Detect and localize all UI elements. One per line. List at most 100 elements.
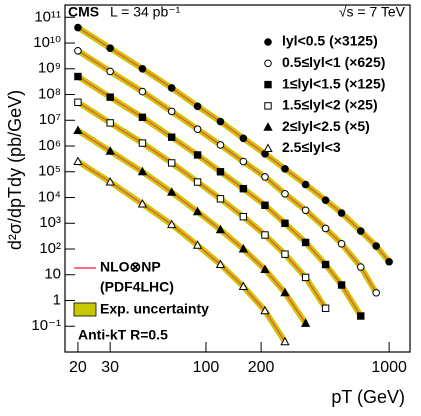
data-point (239, 184, 248, 193)
data-point (216, 168, 225, 176)
data-point (138, 87, 147, 96)
data-point (337, 239, 346, 248)
legend-theory-label: (PDF4LHC) (100, 279, 174, 295)
data-point (281, 165, 289, 173)
data-point (74, 72, 82, 81)
legend-marker (264, 80, 272, 89)
x-tick-label: 1000 (371, 359, 407, 376)
data-point (301, 180, 310, 189)
y-tick-label: 10⁵ (38, 163, 61, 180)
data-point (337, 281, 346, 289)
x-tick-label: 30 (101, 359, 119, 376)
data-point (260, 305, 270, 315)
data-point (239, 134, 248, 143)
data-point (138, 64, 147, 73)
data-point (193, 151, 202, 159)
data-point (216, 141, 225, 149)
legend-marker (264, 59, 272, 68)
data-point (215, 224, 226, 234)
data-point (301, 273, 310, 282)
data-point (357, 312, 365, 320)
data-point (280, 336, 290, 346)
data-point (337, 209, 346, 217)
data-point (73, 156, 83, 166)
data-point (105, 146, 115, 155)
y-tick-label: 10⁴ (38, 188, 61, 205)
energy: √s = 7 TeV (339, 4, 406, 20)
y-tick-label: 10³ (39, 214, 61, 231)
data-point (106, 44, 114, 52)
data-point (301, 238, 310, 247)
theory-curve (77, 130, 307, 324)
x-tick-label: 20 (69, 359, 87, 376)
data-point (215, 259, 226, 269)
data-point (192, 206, 203, 216)
data-point (301, 206, 310, 215)
data-point (239, 212, 248, 221)
data-point (238, 243, 248, 253)
data-point (321, 196, 330, 204)
luminosity: L = 34 pb⁻¹ (110, 4, 181, 20)
data-point (300, 318, 311, 327)
y-axis-label: d²σ/dpTdy (pb/GeV) (5, 90, 25, 250)
data-point (167, 84, 176, 92)
data-point (106, 67, 114, 76)
x-tick-label: 200 (248, 359, 275, 376)
data-point (281, 189, 289, 198)
data-point (238, 281, 248, 290)
data-point (372, 242, 381, 250)
y-tick-label: 10¹¹ (34, 8, 61, 25)
data-point (138, 113, 147, 122)
data-point (74, 46, 82, 55)
data-point (281, 219, 289, 227)
data-point (106, 119, 114, 127)
data-point (192, 240, 203, 249)
y-tick-label: 10⁷ (39, 111, 61, 128)
y-tick-label: 10⁹ (38, 60, 61, 77)
data-point (385, 257, 393, 266)
data-point (356, 263, 365, 271)
legend-label: 1.5≤lyl<2 (×25) (282, 97, 378, 113)
y-tick-label: 10⁶ (38, 137, 61, 154)
plot-frame (64, 4, 411, 353)
x-tick-label: 100 (193, 359, 220, 376)
data-point (372, 288, 381, 297)
data-point (239, 157, 248, 166)
legend-label: lyl<0.5 (×3125) (282, 33, 378, 49)
data-point (167, 159, 176, 167)
data-point (167, 107, 176, 116)
data-point (321, 260, 330, 269)
data-point (260, 264, 270, 274)
legend-marker (263, 143, 273, 152)
y-tick-label: 10² (39, 240, 61, 257)
legend-marker (263, 122, 273, 131)
y-tick-label: 1 (53, 291, 61, 308)
data-point (105, 176, 115, 186)
legend-marker (264, 38, 272, 46)
x-axis-label: pT (GeV) (331, 387, 405, 407)
data-point (193, 102, 202, 111)
data-point (216, 117, 225, 126)
data-point (73, 125, 83, 135)
data-point (321, 224, 330, 233)
data-point (281, 250, 289, 258)
legend-theory-label: NLO⊗NP (100, 259, 161, 275)
data-point (74, 23, 82, 32)
experiment: CMS (68, 4, 99, 20)
y-tick-label: 10¹⁰ (33, 34, 61, 51)
y-tick-label: 10⁸ (38, 85, 61, 102)
y-tick-label: 10 (44, 266, 61, 283)
data-point (138, 139, 147, 147)
data-point (106, 93, 114, 101)
data-point (261, 173, 269, 181)
legend-band-box (73, 302, 97, 317)
legend-label: 2.5≤lyl<3 (282, 139, 341, 155)
data-point (137, 198, 148, 208)
data-point (280, 287, 290, 297)
data-point (216, 195, 225, 203)
data-point (74, 98, 82, 106)
data-point (321, 304, 330, 312)
data-point (261, 201, 269, 209)
legend-label: 0.5≤lyl<1 (×625) (282, 54, 385, 70)
